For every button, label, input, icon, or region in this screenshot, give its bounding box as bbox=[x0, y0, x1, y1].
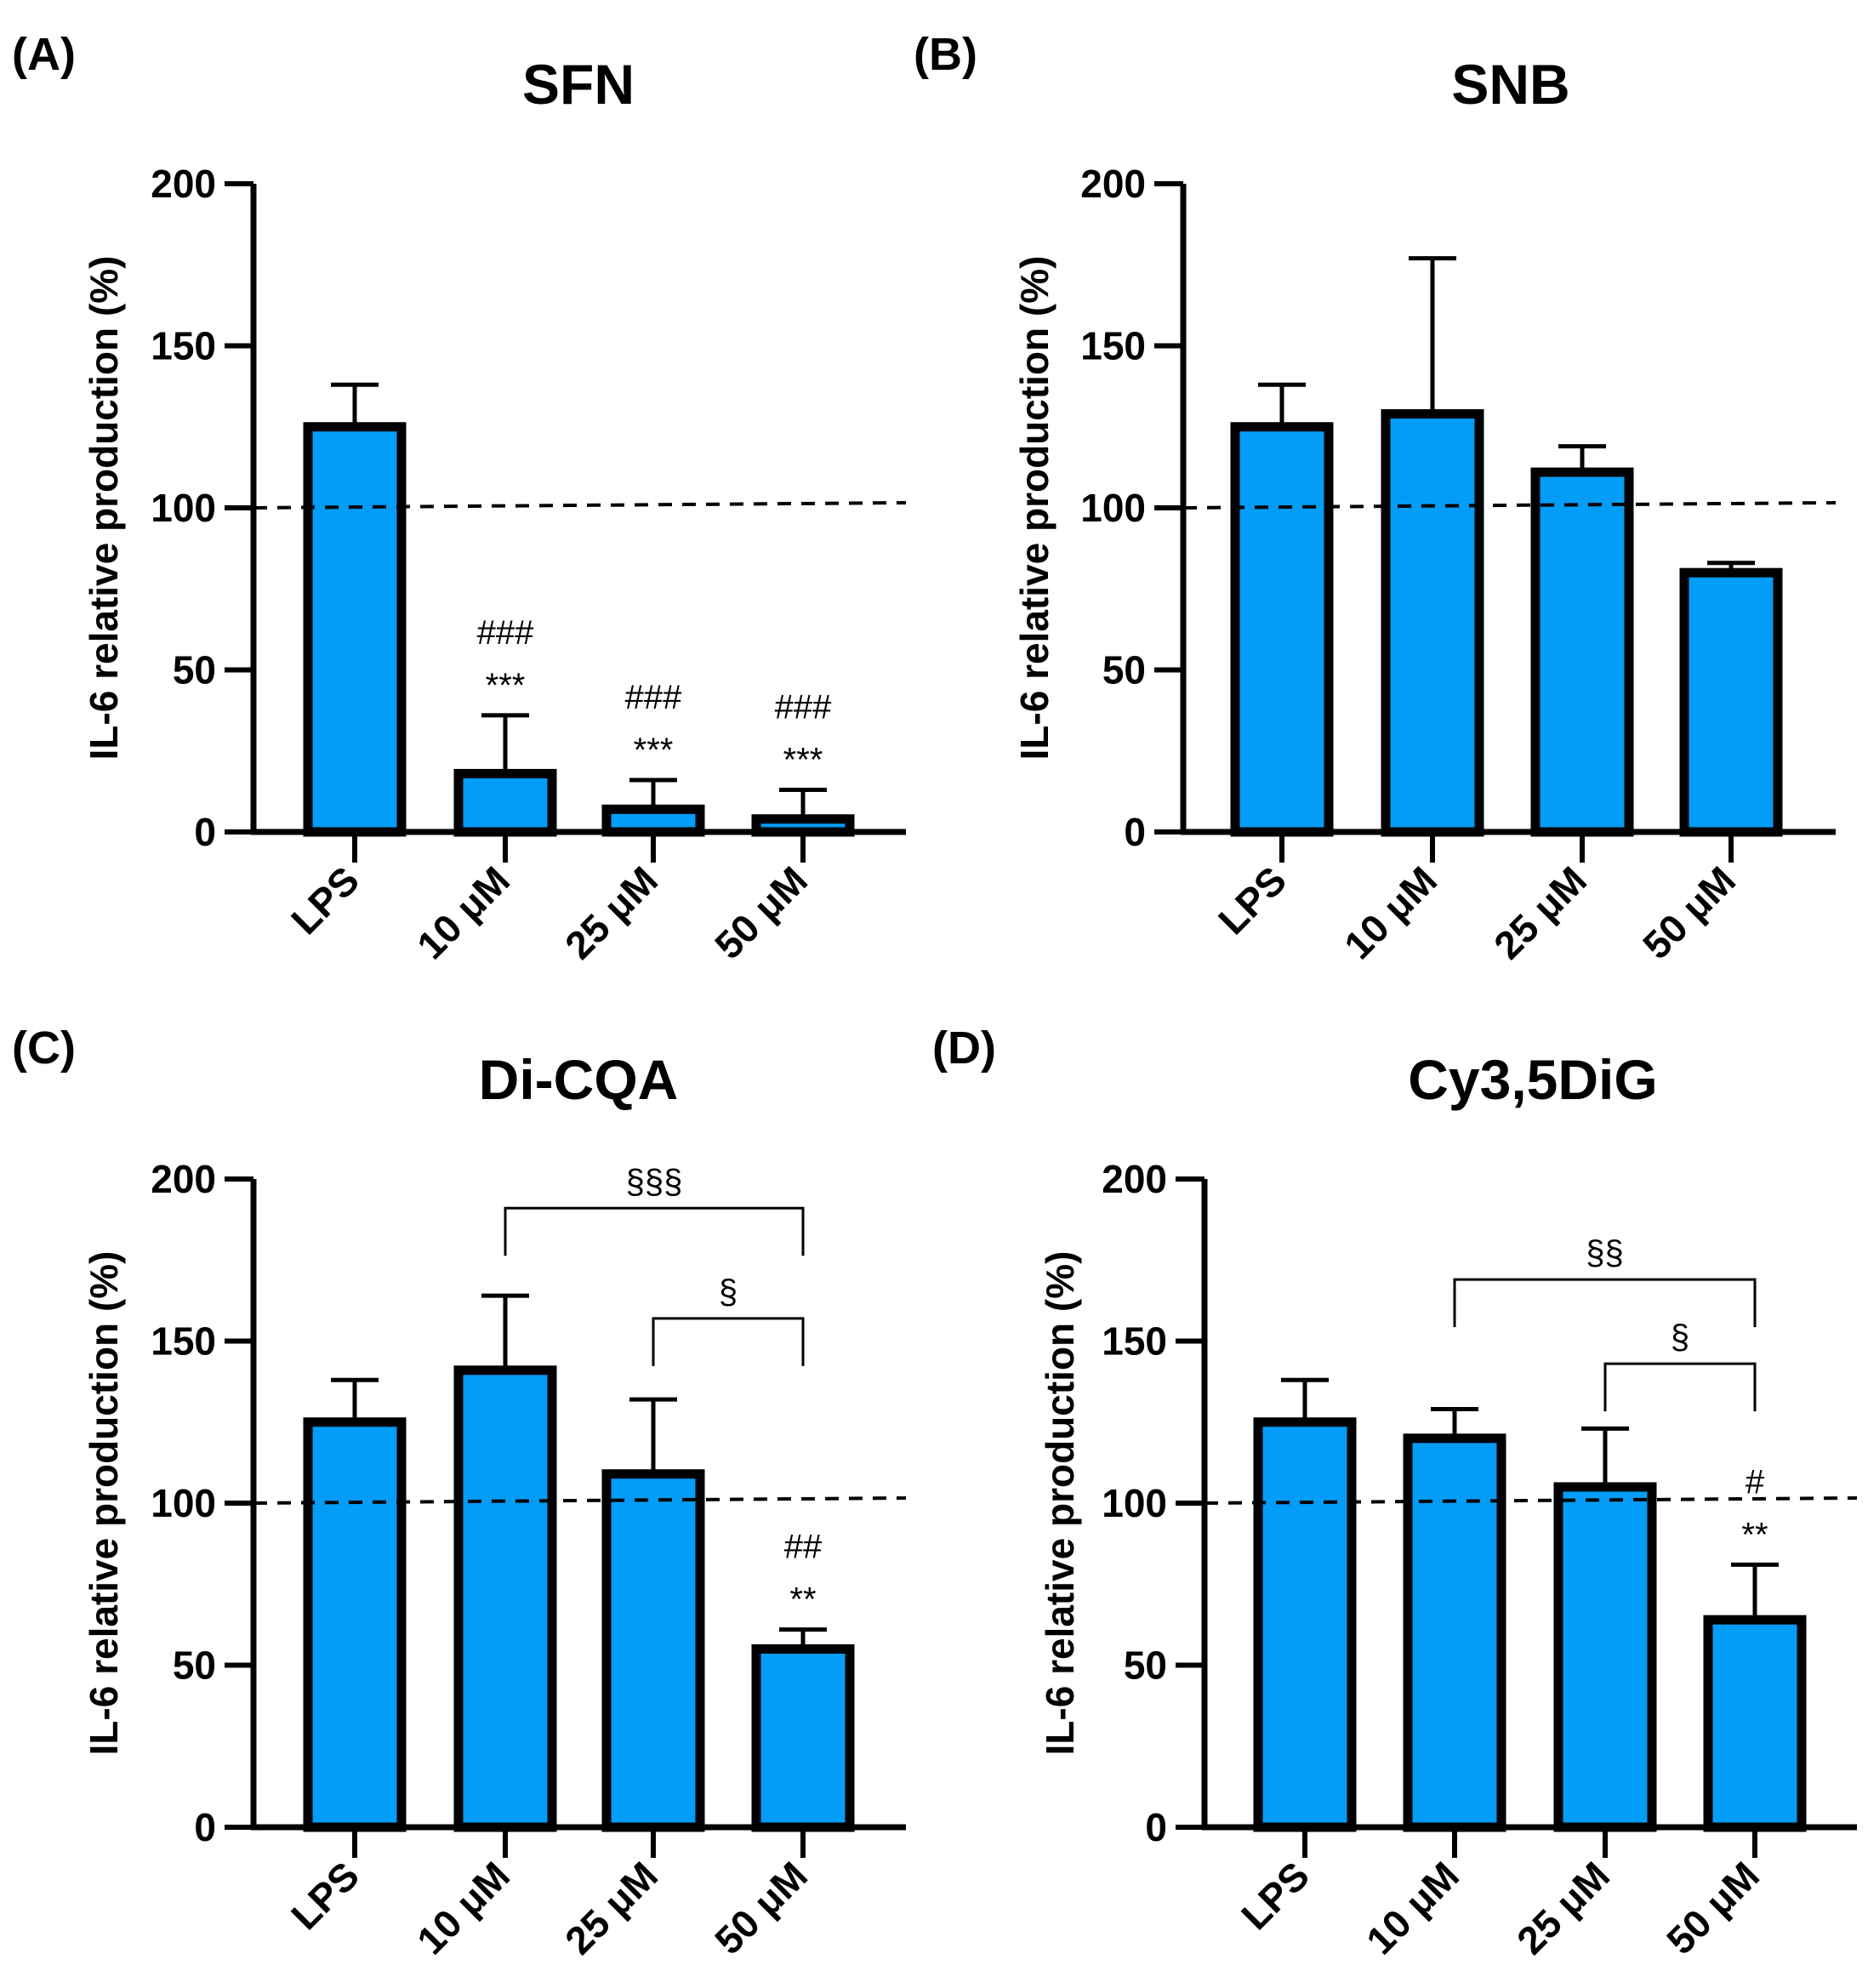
x-tick-label: 10 μM bbox=[408, 1853, 518, 1962]
x-tick-label: 10 μM bbox=[1358, 1853, 1467, 1962]
x-tick-label: 10 μM bbox=[1336, 857, 1445, 967]
bar bbox=[601, 1469, 705, 1832]
bar bbox=[1530, 467, 1634, 837]
reference-line bbox=[253, 501, 907, 510]
bar bbox=[1679, 567, 1783, 837]
significance-label: ### bbox=[775, 688, 832, 726]
panel-label: (A) bbox=[12, 29, 76, 80]
y-tick-label: 50 bbox=[173, 1643, 216, 1688]
y-axis-label: IL-6 relative production (%) bbox=[82, 256, 126, 760]
bar bbox=[1381, 409, 1484, 837]
reference-line bbox=[253, 1496, 907, 1505]
panel-label: (B) bbox=[914, 29, 977, 80]
y-tick-label: 150 bbox=[1102, 1319, 1167, 1364]
x-tick-label: 25 μM bbox=[1485, 857, 1595, 967]
bar bbox=[1230, 422, 1334, 837]
bar bbox=[453, 768, 557, 837]
significance-label: ** bbox=[789, 1581, 816, 1619]
x-tick-label: LPS bbox=[282, 857, 367, 943]
y-tick-label: 150 bbox=[1080, 324, 1146, 368]
x-tick-label: LPS bbox=[1210, 857, 1295, 943]
y-axis-label: IL-6 relative production (%) bbox=[1012, 256, 1056, 760]
y-tick-label: 50 bbox=[1102, 648, 1146, 692]
chart-title: SFN bbox=[522, 53, 635, 116]
y-tick-label: 200 bbox=[151, 1157, 216, 1201]
comparison-bracket bbox=[1603, 1362, 1757, 1412]
bar bbox=[303, 1417, 407, 1832]
y-tick-label: 0 bbox=[1124, 810, 1146, 854]
x-tick-label: 50 μM bbox=[1634, 857, 1744, 967]
bar bbox=[751, 1643, 855, 1832]
y-tick-label: 100 bbox=[1080, 486, 1146, 530]
comparison-bracket bbox=[652, 1317, 805, 1366]
significance-label: *** bbox=[783, 741, 823, 778]
chart-panel-1: (A) SFN IL-6 relative production (%) 0 50 100… bbox=[12, 29, 907, 967]
y-tick-label: 0 bbox=[1145, 1805, 1167, 1849]
bracket-label: §§ bbox=[1586, 1234, 1624, 1272]
x-tick-label: LPS bbox=[1233, 1853, 1318, 1938]
bar bbox=[1403, 1433, 1506, 1832]
y-tick-label: 200 bbox=[151, 162, 216, 206]
x-tick-label: 50 μM bbox=[706, 1853, 816, 1962]
reference-line bbox=[1182, 501, 1837, 510]
reference-line bbox=[1204, 1496, 1858, 1505]
x-tick-label: 25 μM bbox=[556, 857, 666, 967]
bar bbox=[1703, 1615, 1807, 1832]
bar bbox=[601, 804, 705, 837]
chart-title: SNB bbox=[1451, 53, 1569, 116]
y-tick-label: 100 bbox=[1102, 1481, 1167, 1525]
comparison-bracket bbox=[1453, 1278, 1757, 1328]
x-tick-label: 10 μM bbox=[408, 857, 518, 967]
bracket-label: §§§ bbox=[626, 1163, 683, 1200]
bar bbox=[1553, 1482, 1657, 1832]
significance-label: *** bbox=[486, 667, 526, 704]
significance-label: *** bbox=[634, 732, 674, 769]
x-tick-label: 50 μM bbox=[706, 857, 816, 967]
y-tick-label: 200 bbox=[1080, 162, 1146, 206]
y-tick-label: 150 bbox=[151, 324, 216, 368]
chart-title: Di-CQA bbox=[479, 1048, 679, 1111]
y-tick-label: 0 bbox=[194, 1805, 216, 1849]
bracket-label: § bbox=[1671, 1319, 1689, 1356]
x-tick-label: 25 μM bbox=[1508, 1853, 1618, 1962]
y-tick-label: 100 bbox=[151, 1481, 216, 1525]
significance-label: ** bbox=[1741, 1516, 1768, 1553]
y-tick-label: 100 bbox=[151, 486, 216, 530]
chart-panel-3: (C) Di-CQA IL-6 relative production (%) 0 50… bbox=[12, 1022, 907, 1962]
significance-label: # bbox=[1746, 1463, 1765, 1501]
panel-label: (C) bbox=[12, 1022, 76, 1074]
x-tick-label: 25 μM bbox=[556, 1853, 666, 1962]
bar bbox=[303, 422, 407, 837]
comparison-bracket bbox=[504, 1206, 805, 1256]
significance-label: ## bbox=[784, 1529, 823, 1566]
y-tick-label: 50 bbox=[1124, 1643, 1167, 1688]
x-tick-label: 50 μM bbox=[1658, 1853, 1768, 1962]
significance-label: ### bbox=[625, 679, 682, 716]
significance-label: ### bbox=[477, 614, 534, 652]
panel-label: (D) bbox=[932, 1022, 996, 1074]
y-axis-label: IL-6 relative production (%) bbox=[82, 1251, 126, 1756]
y-axis-label: IL-6 relative production (%) bbox=[1038, 1251, 1082, 1756]
chart-title: Cy3,5DiG bbox=[1408, 1048, 1657, 1111]
y-tick-label: 150 bbox=[151, 1319, 216, 1364]
bar bbox=[1253, 1417, 1357, 1832]
y-tick-label: 50 bbox=[173, 648, 216, 692]
chart-panel-2: (B) SNB IL-6 relative production (%) 0 50 100… bbox=[914, 29, 1837, 967]
bar bbox=[453, 1365, 557, 1832]
bracket-label: § bbox=[719, 1273, 738, 1311]
y-tick-label: 0 bbox=[194, 810, 216, 854]
y-tick-label: 200 bbox=[1102, 1157, 1167, 1201]
x-tick-label: LPS bbox=[282, 1853, 367, 1938]
chart-panel-4: (D) Cy3,5DiG IL-6 relative production (%) 0… bbox=[932, 1022, 1858, 1962]
